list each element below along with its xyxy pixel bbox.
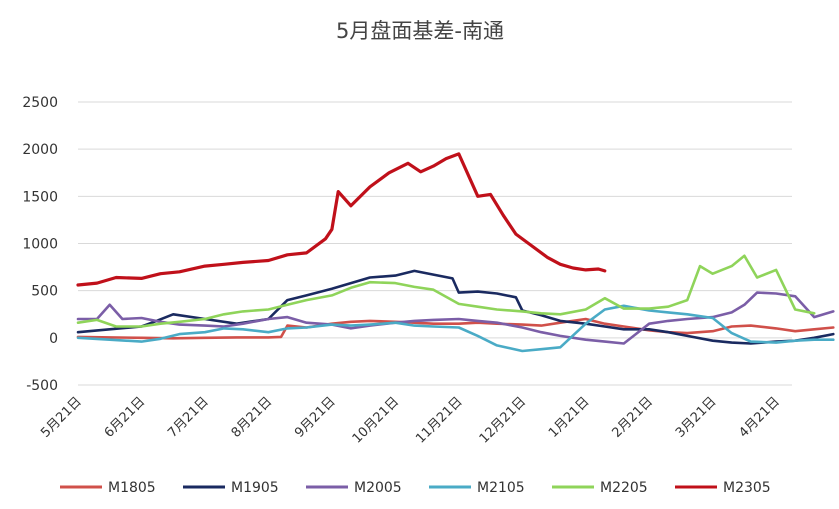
y-tick-label: 2000 [22,142,58,158]
x-tick-label: 1月21日 [546,394,593,441]
legend-label-m2205: M2205 [600,480,648,496]
y-axis-ticks: -500 0 500 1000 1500 2000 2500 [22,95,58,394]
x-tick-label: 7月21日 [165,394,212,441]
x-axis-ticks: 5月21日 6月21日 7月21日 8月21日 9月21日 10月21日 11月21日 12月… [38,394,783,446]
series-line-m1805 [76,317,835,340]
y-tick-label: 0 [49,331,58,347]
legend: M1805 M1905 M2005 M2105 M2205 M2305 [60,480,771,496]
x-tick-label: 12月21日 [477,394,529,446]
series-line-m2005 [76,291,835,345]
x-tick-label: 9月21日 [292,394,339,441]
y-tick-label: 2500 [22,95,58,111]
y-tick-label: -500 [26,378,58,394]
legend-label-m1905: M1905 [231,480,279,496]
x-tick-label: 5月21日 [38,394,85,441]
legend-label-m2105: M2105 [477,480,525,496]
series-line-m2105 [76,304,835,353]
x-tick-label: 11月21日 [413,394,465,446]
gridlines [78,101,792,386]
x-tick-label: 8月21日 [229,394,276,441]
y-tick-label: 1000 [22,237,58,253]
series-line-m2205 [76,254,816,328]
y-tick-label: 500 [31,284,58,300]
series-layer [76,152,835,353]
x-tick-label: 4月21日 [736,394,783,441]
x-tick-label: 3月21日 [673,394,720,441]
series-line-m2305 [76,152,607,287]
legend-label-m2305: M2305 [723,480,771,496]
x-tick-label: 2月21日 [609,394,656,441]
legend-label-m2005: M2005 [354,480,402,496]
x-tick-label: 10月21日 [350,394,402,446]
legend-label-m1805: M1805 [108,480,156,496]
y-tick-label: 1500 [22,189,58,205]
x-tick-label: 6月21日 [102,394,149,441]
chart-title: 5月盘面基差-南通 [336,19,504,43]
